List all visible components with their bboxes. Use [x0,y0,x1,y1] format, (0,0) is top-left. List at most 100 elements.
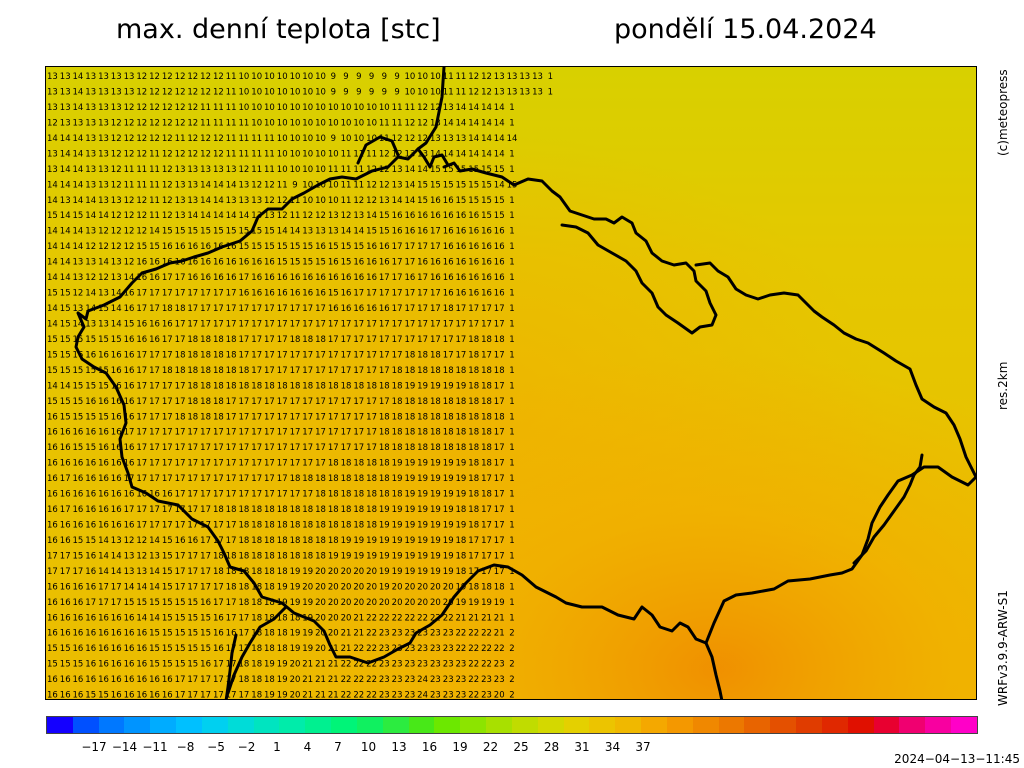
temperature-value: 9 [369,88,374,98]
temperature-value: 10 [404,88,415,98]
temperature-value: 17 [481,505,492,515]
temperature-value: 11 [341,165,352,175]
temperature-value: 17 [187,320,198,330]
temperature-value: 17 [341,397,352,407]
temperature-value: 15 [85,381,96,391]
temperature-value: 17 [328,350,339,360]
temperature-value: 18 [302,505,313,515]
temperature-value: 17 [238,629,249,639]
temperature-value: 18 [277,644,288,654]
temperature-value: 16 [47,474,58,484]
temperature-value: 12 [238,165,249,175]
temperature-value: 16 [124,381,135,391]
temperature-value: 17 [187,304,198,314]
temperature-value: 13 [443,134,454,144]
temperature-value: 15 [430,180,441,190]
temperature-value: 16 [60,443,71,453]
temperature-value: 17 [187,490,198,500]
temperature-value: 16 [277,289,288,299]
temperature-value: 12 [136,196,147,206]
temperature-value: 23 [379,691,390,700]
temperature-value: 13 [328,227,339,237]
temperature-value: 18 [264,598,275,608]
temperature-value: 1 [509,227,514,237]
temperature-value: 21 [341,629,352,639]
temperature-value: 12 [111,227,122,237]
temperature-value: 11 [200,103,211,113]
temperature-value: 14 [430,149,441,159]
temperature-value: 22 [481,644,492,654]
temperature-value: 18 [315,474,326,484]
temperature-value: 18 [264,536,275,546]
temperature-value: 18 [200,412,211,422]
temperature-value: 15 [481,180,492,190]
temperature-value: 13 [175,165,186,175]
temperature-value: 20 [353,567,364,577]
temperature-value: 17 [60,551,71,561]
temperature-value: 16 [149,258,160,268]
temperature-value: 12 [187,149,198,159]
temperature-value: 10 [251,72,262,82]
temperature-value: 14 [213,196,224,206]
temperature-value: 10 [264,119,275,129]
temperature-value: 1 [509,428,514,438]
temperature-value: 17 [175,320,186,330]
temperature-value: 17 [494,551,505,561]
temperature-value: 23 [417,629,428,639]
temperature-value: 1 [509,320,514,330]
legend-color-swatch [253,717,280,733]
temperature-value: 18 [290,521,301,531]
temperature-value: 17 [213,490,224,500]
temperature-value: 16 [162,320,173,330]
temperature-value: 18 [302,536,313,546]
temperature-value: 18 [238,521,249,531]
temperature-value: 14 [72,196,83,206]
temperature-value: 13 [98,134,109,144]
temperature-value: 17 [379,335,390,345]
temperature-value: 14 [277,227,288,237]
temperature-value: 17 [315,366,326,376]
temperature-value: 23 [455,660,466,670]
temperature-value: 12 [366,180,377,190]
temperature-value: 16 [430,196,441,206]
temperature-value: 16 [238,258,249,268]
temperature-value: 21 [494,613,505,623]
temperature-value: 16 [111,505,122,515]
temperature-value: 12 [404,119,415,129]
temperature-value: 17 [264,490,275,500]
temperature-value: 12 [264,196,275,206]
temperature-value: 12 [111,134,122,144]
temperature-value: 17 [392,350,403,360]
temperature-value: 20 [328,613,339,623]
temperature-value: 15 [60,660,71,670]
temperature-value: 12 [162,119,173,129]
temperature-value: 12 [341,211,352,221]
temperature-value: 19 [392,567,403,577]
temperature-value: 11 [277,180,288,190]
temperature-value: 19 [264,691,275,700]
temperature-value: 9 [382,72,387,82]
temperature-value: 23 [417,644,428,654]
temperature-value: 12 [404,134,415,144]
temperature-value: 15 [290,258,301,268]
temperature-value: 16 [47,521,58,531]
temperature-value: 18 [417,412,428,422]
temperature-value: 14 [47,227,58,237]
temperature-value: 16 [85,644,96,654]
legend-tick-label: −8 [176,740,195,754]
legend-color-swatch [356,717,383,733]
temperature-value: 16 [72,459,83,469]
temperature-value: 18 [200,381,211,391]
temperature-value: 12 [175,149,186,159]
temperature-value: 10 [353,103,364,113]
temperature-value: 16 [60,490,71,500]
temperature-value: 17 [302,320,313,330]
temperature-value: 19 [417,505,428,515]
temperature-value: 18 [226,505,237,515]
temperature-value: 17 [290,490,301,500]
temperature-value: 11 [149,211,160,221]
temperature-value: 16 [136,273,147,283]
temperature-value: 12 [111,180,122,190]
temperature-value: 17 [290,366,301,376]
temperature-value: 12 [187,103,198,113]
